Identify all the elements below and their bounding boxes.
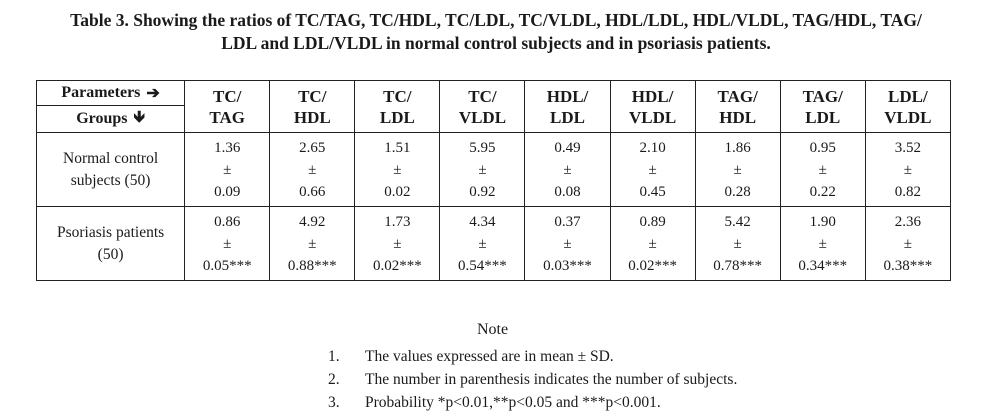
- groups-header: Groups 🡻: [37, 106, 184, 132]
- note-item: 1. The values expressed are in mean ± SD.: [328, 348, 614, 365]
- column-header: TAG/HDL: [694, 80, 781, 133]
- value-cell: 4.92 ±0.88***: [269, 206, 356, 281]
- arrow-right-icon: ➔: [146, 85, 160, 102]
- value-cell: 4.34 ±0.54***: [439, 206, 526, 281]
- value-cell: 2.36 ±0.38***: [864, 206, 952, 281]
- column-header: TC/HDL: [269, 80, 356, 133]
- value-cell: 1.51 ±0.02: [354, 132, 441, 207]
- table-row: Normal control subjects (50) 1.36 ±0.09 2.…: [35, 132, 952, 207]
- value-cell: 0.86 ±0.05***: [184, 206, 271, 281]
- column-header: TC/TAG: [184, 80, 271, 133]
- value-cell: 5.42 ±0.78***: [694, 206, 781, 281]
- value-cell: 0.89 ±0.02***: [609, 206, 696, 281]
- value-cell: 1.73 ±0.02***: [354, 206, 441, 281]
- note-item: 2. The number in parenthesis indicates th…: [328, 371, 738, 388]
- column-header: TAG/LDL: [779, 80, 866, 133]
- ratios-table: Parameters ➔ Groups 🡻 TC/TAG TC/HDL TC/L…: [35, 80, 952, 281]
- arrow-down-icon: 🡻: [133, 108, 145, 126]
- column-header: TC/VLDL: [439, 80, 526, 133]
- value-cell: 1.86 ±0.28: [694, 132, 781, 207]
- header-row: Parameters ➔ Groups 🡻 TC/TAG TC/HDL TC/L…: [35, 80, 952, 133]
- parameters-label: Parameters: [61, 84, 141, 101]
- table-row: Psoriasis patients (50) 0.86 ±0.05*** 4.92…: [35, 206, 952, 281]
- parameters-groups-header: Parameters ➔ Groups 🡻: [35, 80, 186, 133]
- value-cell: 0.95 ±0.22: [779, 132, 866, 207]
- notes-list: 1. The values expressed are in mean ± SD.…: [328, 345, 737, 414]
- note-title: Note: [477, 321, 509, 338]
- column-header: TC/LDL: [354, 80, 441, 133]
- table-caption: Table 3. Showing the ratios of TC/TAG, T…: [6, 9, 986, 55]
- value-cell: 2.65 ±0.66: [269, 132, 356, 207]
- group-label-cell: Psoriasis patients (50): [35, 206, 186, 281]
- group-label-cell: Normal control subjects (50): [35, 132, 186, 207]
- value-cell: 0.37 ±0.03***: [524, 206, 611, 281]
- value-cell: 0.49 ±0.08: [524, 132, 611, 207]
- value-cell: 5.95 ±0.92: [439, 132, 526, 207]
- note-item: 3. Probability *p<0.01,**p<0.05 and ***p<…: [328, 394, 661, 411]
- caption-line-1: Table 3. Showing the ratios of TC/TAG, T…: [70, 10, 922, 30]
- column-header: HDL/VLDL: [609, 80, 696, 133]
- value-cell: 1.36 ±0.09: [184, 132, 271, 207]
- value-cell: 2.10 ±0.45: [609, 132, 696, 207]
- parameters-header: Parameters ➔: [37, 81, 185, 106]
- value-cell: 3.52 ±0.82: [864, 132, 952, 207]
- column-header: HDL/LDL: [524, 80, 611, 133]
- value-cell: 1.90 ±0.34***: [779, 206, 866, 281]
- column-header: LDL/VLDL: [864, 80, 952, 133]
- caption-line-2: LDL and LDL/VLDL in normal control subje…: [221, 33, 771, 53]
- groups-label: Groups: [76, 110, 128, 127]
